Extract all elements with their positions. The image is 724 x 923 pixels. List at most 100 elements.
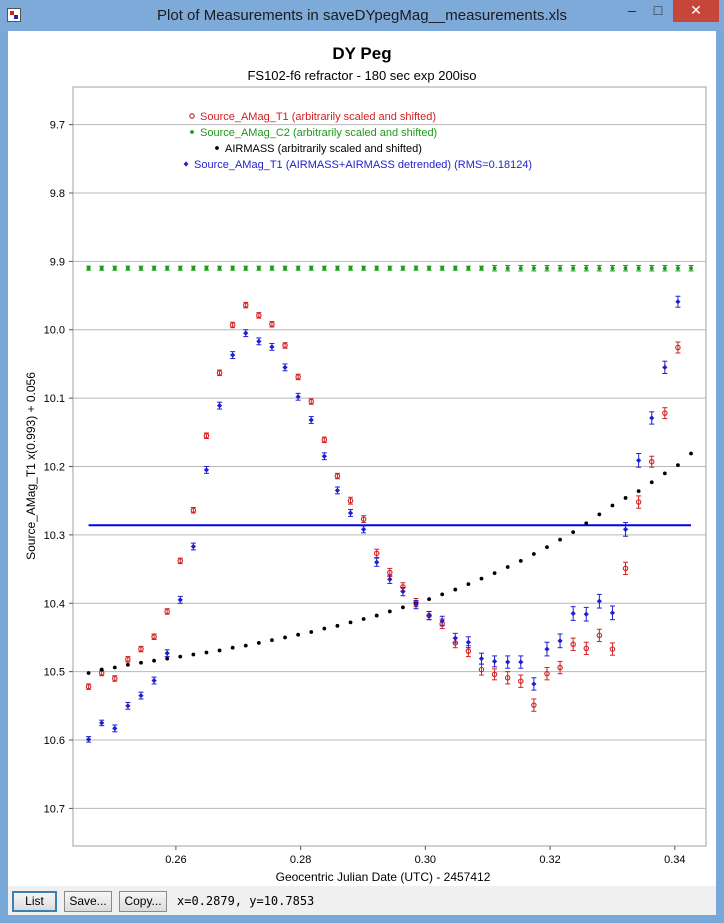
source-t1-point — [635, 499, 642, 505]
comparison-c2-point — [361, 266, 366, 271]
airmass-point — [270, 638, 274, 643]
airmass-point — [597, 512, 602, 517]
app-icon — [7, 8, 21, 22]
comparison-c2-point — [243, 266, 248, 271]
detrended-t1-point — [531, 681, 537, 687]
y-tick-label: 10.7 — [44, 803, 65, 815]
source-t1-point — [557, 664, 563, 671]
legend: Source_AMag_T1 (arbitrarily scaled and s… — [183, 111, 532, 171]
source-t1-point — [321, 437, 328, 443]
airmass-point — [112, 665, 117, 670]
comparison-c2-point — [296, 266, 301, 271]
detrended-t1-point — [439, 618, 445, 624]
chart-subtitle: FS102-f6 refractor - 180 sec exp 200iso — [247, 68, 476, 83]
copy-button[interactable]: Copy... — [119, 891, 167, 912]
airmass-point — [676, 463, 680, 468]
y-tick-label: 10.5 — [44, 667, 65, 679]
detrended-t1-point — [164, 650, 170, 656]
comparison-c2-point — [623, 266, 628, 271]
detrended-t1-point — [636, 457, 642, 463]
y-tick-label: 9.7 — [50, 120, 65, 132]
airmass-point — [623, 496, 628, 500]
detrended-t1-point — [203, 467, 210, 473]
comparison-c2-point — [440, 266, 445, 271]
airmass-point — [558, 537, 562, 542]
comparison-c2-point — [479, 266, 484, 271]
legend-marker — [215, 146, 219, 150]
detrended-t1-point — [675, 299, 681, 305]
legend-entry-airmass: AIRMASS (arbitrarily scaled and shifted) — [225, 143, 422, 155]
comparison-c2-point — [322, 266, 327, 271]
detrended-t1-point — [491, 658, 498, 664]
detrended-t1-point — [361, 526, 367, 533]
detrended-t1-point — [138, 692, 144, 699]
source-t1-point — [478, 666, 485, 673]
comparison-c2-point — [571, 266, 576, 271]
comparison-c2-point — [270, 266, 274, 271]
airmass-point — [99, 667, 104, 672]
cursor-coordinate-readout: x=0.2879, y=10.7853 — [177, 894, 315, 908]
detrended-t1-point — [374, 559, 380, 565]
comparison-c2-point — [558, 266, 562, 271]
comparison-c2-point — [165, 266, 170, 271]
detrended-t1-point — [99, 720, 105, 726]
comparison-c2-point — [387, 266, 392, 271]
airmass-point — [335, 623, 340, 628]
source-t1-point — [465, 648, 472, 654]
detrended-t1-point — [256, 338, 262, 344]
y-tick-label: 10.3 — [44, 530, 65, 542]
source-t1-point — [531, 702, 537, 708]
source-t1-point — [583, 645, 590, 652]
comparison-c2-point — [649, 266, 654, 271]
source-t1-point — [504, 675, 511, 681]
airmass-point — [649, 480, 654, 485]
window-title: Plot of Measurements in saveDYpegMag__me… — [157, 7, 567, 24]
y-tick-label: 10.2 — [44, 462, 65, 474]
maximize-button[interactable]: □ — [653, 2, 663, 18]
source-t1-point — [609, 646, 616, 652]
airmass-point — [492, 571, 497, 576]
detrended-t1-point — [177, 597, 183, 603]
source-t1-point — [85, 683, 92, 690]
airmass-point — [518, 558, 523, 563]
source-t1-point — [570, 641, 576, 648]
comparison-c2-point — [662, 266, 667, 271]
title-bar[interactable]: Plot of Measurements in saveDYpegMag__me… — [0, 0, 724, 31]
close-button[interactable]: ✕ — [673, 0, 719, 22]
source-t1-point — [334, 473, 341, 479]
airmass-point — [689, 451, 693, 456]
source-t1-point — [373, 550, 380, 557]
save-button[interactable]: Save... — [64, 891, 112, 912]
detrended-t1-point — [505, 659, 511, 665]
airmass-point — [348, 620, 353, 625]
airmass-point — [440, 592, 445, 597]
source-t1-point — [622, 565, 629, 572]
airmass-point — [636, 489, 641, 494]
detrended-t1-point — [190, 543, 196, 550]
comparison-c2-point — [689, 266, 693, 271]
y-tick-label: 10.1 — [44, 393, 65, 405]
x-axis-label: Geocentric Julian Date (UTC) - 2457412 — [276, 870, 491, 884]
airmass-point — [401, 605, 405, 610]
comparison-c2-point — [676, 266, 680, 271]
source-t1-point — [360, 516, 367, 522]
comparison-c2-point — [204, 266, 209, 271]
detrended-t1-point — [334, 487, 341, 494]
source-t1-point — [177, 558, 184, 564]
airmass-point — [178, 654, 183, 659]
detrended-t1-point — [413, 602, 419, 608]
airmass-point — [139, 660, 143, 665]
minimize-button[interactable]: – — [628, 2, 636, 18]
comparison-c2-point — [597, 266, 602, 271]
detrended-t1-point — [230, 352, 236, 358]
client-area: DY Peg FS102-f6 refractor - 180 sec exp … — [8, 31, 716, 915]
bottom-toolbar: List Save... Copy... x=0.2879, y=10.7853 — [8, 886, 716, 915]
comparison-c2-point — [152, 266, 156, 271]
source-t1-point — [295, 374, 301, 380]
list-button[interactable]: List — [12, 891, 57, 912]
airmass-point — [610, 503, 615, 508]
comparison-c2-point — [125, 266, 130, 271]
detrended-t1-point — [478, 656, 485, 662]
comparison-c2-point — [518, 266, 523, 271]
